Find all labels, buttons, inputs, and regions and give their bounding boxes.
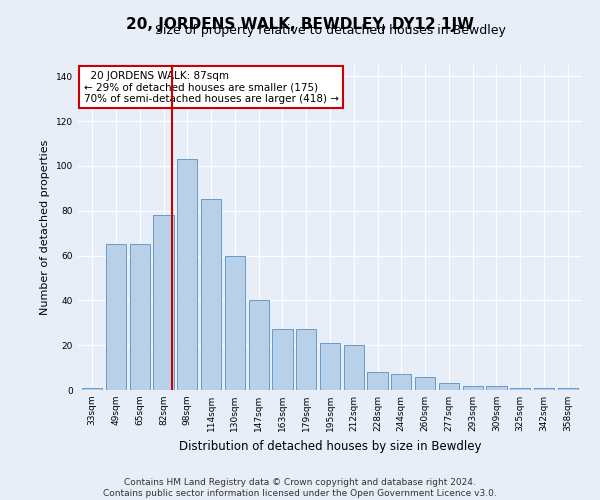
Bar [201, 200, 221, 390]
Bar [367, 372, 388, 390]
Y-axis label: Number of detached properties: Number of detached properties [40, 140, 50, 315]
Bar [463, 386, 483, 390]
Bar [391, 374, 412, 390]
Bar [439, 384, 459, 390]
Bar [154, 215, 173, 390]
Bar [487, 386, 506, 390]
Bar [272, 330, 293, 390]
Bar [534, 388, 554, 390]
Bar [82, 388, 103, 390]
Text: 20, JORDENS WALK, BEWDLEY, DY12 1JW: 20, JORDENS WALK, BEWDLEY, DY12 1JW [126, 18, 474, 32]
Bar [415, 376, 435, 390]
Bar [296, 330, 316, 390]
Bar [177, 159, 197, 390]
Bar [248, 300, 269, 390]
Bar [557, 388, 578, 390]
Bar [130, 244, 150, 390]
Text: Contains HM Land Registry data © Crown copyright and database right 2024.
Contai: Contains HM Land Registry data © Crown c… [103, 478, 497, 498]
Bar [320, 343, 340, 390]
Text: 20 JORDENS WALK: 87sqm
← 29% of detached houses are smaller (175)
70% of semi-de: 20 JORDENS WALK: 87sqm ← 29% of detached… [83, 70, 338, 104]
Title: Size of property relative to detached houses in Bewdley: Size of property relative to detached ho… [155, 24, 505, 38]
Bar [106, 244, 126, 390]
X-axis label: Distribution of detached houses by size in Bewdley: Distribution of detached houses by size … [179, 440, 481, 452]
Bar [225, 256, 245, 390]
Bar [510, 388, 530, 390]
Bar [344, 345, 364, 390]
